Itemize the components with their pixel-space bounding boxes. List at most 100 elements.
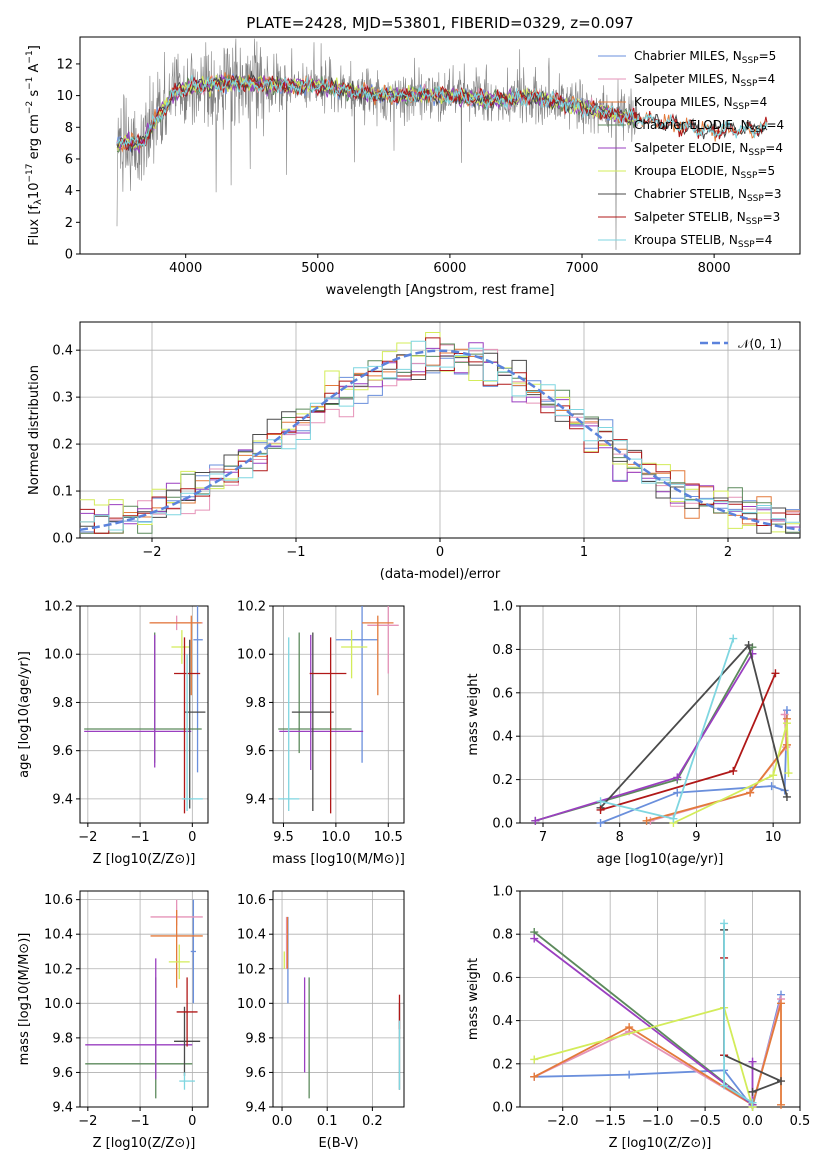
massweight-marker [777, 1077, 786, 1086]
panel2-ytick-label: 10.2 [44, 600, 73, 615]
panel7-ytick-label: 0.0 [492, 1101, 513, 1116]
panel0-xtick-label: 4000 [169, 261, 202, 276]
panel5-ylabel: mass [log10(M/M⊙)] [17, 933, 32, 1066]
panel5-xlabel: Z [log10(Z/Z⊙)] [93, 1136, 196, 1151]
panel6-xtick-label: 0.0 [272, 1114, 293, 1129]
panel2-ytick-label: 10.0 [44, 648, 73, 663]
panel5-frame [79, 890, 209, 1108]
massweight-marker [769, 771, 778, 780]
panel7-frame [519, 890, 801, 1108]
panel6-xlabel: E(B-V) [318, 1136, 358, 1151]
panel3-ytick-label: 10.0 [237, 648, 266, 663]
figure-title: PLATE=2428, MJD=53801, FIBERID=0329, z=0… [246, 14, 633, 32]
panel3-xtick-label: 10.0 [321, 830, 350, 845]
panel1-xtick-label: −1 [286, 545, 305, 560]
panel0-ytick-label: 4 [65, 184, 73, 199]
panel3-ytick-label: 9.8 [245, 696, 266, 711]
panel7-ytick-label: 0.6 [492, 971, 513, 986]
massweight-marker [625, 1023, 634, 1032]
panel0-ytick-label: 0 [65, 248, 73, 263]
panel5-xtick-label: −1 [130, 1114, 149, 1129]
panel5-ytick-label: 10.0 [44, 997, 73, 1012]
panel7-xtick-label: 0.0 [742, 1114, 763, 1129]
panel3-ytick-label: 9.6 [245, 744, 266, 759]
panel5-ytick-label: 9.6 [52, 1066, 73, 1081]
massweight-marker [720, 1081, 729, 1090]
massweight-line [535, 646, 754, 822]
panel2-ytick-label: 9.8 [52, 696, 73, 711]
massweight-line [600, 710, 788, 824]
panel1-xtick-label: 2 [724, 545, 732, 560]
panel0-ytick-label: 2 [65, 216, 73, 231]
massweight-marker [530, 1072, 539, 1081]
panel0-frame [79, 36, 801, 255]
spectrum-model-line [116, 74, 768, 151]
massweight-marker [530, 1055, 539, 1064]
panel3-xtick-label: 10.5 [374, 830, 403, 845]
panel2-ylabel: age [log10(age/yr)] [17, 651, 32, 778]
panel6-frame [272, 890, 405, 1108]
histogram-ylabel: Normed distribution [27, 365, 42, 495]
massweight-marker [777, 1100, 786, 1109]
panel4-ytick-label: 0.4 [492, 730, 513, 745]
panel0-ytick-label: 6 [65, 152, 73, 167]
panel7-ytick-label: 0.8 [492, 928, 513, 943]
massweight-marker [596, 805, 605, 814]
panel7-xlabel: Z [log10(Z/Z⊙)] [609, 1136, 712, 1151]
panel7-xtick-label: 0.5 [790, 1114, 811, 1129]
spectrum-legend-label: Kroupa STELIB, NSSP=4 [634, 233, 772, 250]
panel4-xtick-label: 9 [692, 830, 700, 845]
panel3-ytick-label: 10.2 [237, 600, 266, 615]
panel1-ytick-label: 0.0 [52, 532, 73, 547]
panel6-ytick-label: 10.4 [237, 928, 266, 943]
panel6-ytick-label: 10.6 [237, 893, 266, 908]
panel7-xtick-label: −1.0 [642, 1114, 674, 1129]
panel4-ytick-label: 0.6 [492, 686, 513, 701]
massweight-marker [780, 710, 789, 719]
spectrum-legend-label: Kroupa MILES, NSSP=4 [634, 95, 767, 112]
panel0-xtick-label: 7000 [565, 261, 598, 276]
panel4-ytick-label: 1.0 [492, 600, 513, 615]
panel3-xtick-label: 9.5 [273, 830, 294, 845]
spectrum-xlabel: wavelength [Angstrom, rest frame] [326, 283, 555, 298]
panel5-xtick-label: 0 [188, 1114, 196, 1129]
histogram-xlabel: (data-model)/error [380, 567, 501, 582]
spectrum-data-line [116, 38, 638, 250]
spectrum-legend-label: Salpeter MILES, NSSP=4 [634, 72, 775, 89]
panel7-xtick-label: −2.0 [547, 1114, 579, 1129]
panel0-xtick-label: 6000 [433, 261, 466, 276]
massweight-marker [673, 788, 682, 797]
panel3-frame [272, 605, 405, 824]
panel6-ytick-label: 9.4 [245, 1101, 266, 1116]
massweight-marker [642, 816, 651, 825]
panel0-xtick-label: 8000 [698, 261, 731, 276]
massweight-marker [729, 634, 738, 643]
panel4-xtick-label: 10 [765, 830, 782, 845]
panel7-xtick-label: −0.5 [689, 1114, 721, 1129]
panel7-ytick-label: 0.4 [492, 1014, 513, 1029]
panel4-xlabel: age [log10(age/yr)] [597, 852, 724, 867]
massweight-marker [784, 769, 793, 778]
massweight-marker [720, 919, 729, 928]
spectrum-ylabel: Flux [fλ10−17 erg cm−2 s−1 A−1] [25, 45, 44, 246]
massweight-line [673, 722, 790, 824]
panel6-ytick-label: 9.8 [245, 1031, 266, 1046]
massweight-marker [530, 934, 539, 943]
histogram-legend-label: 𝒩(0, 1) [738, 337, 782, 351]
massweight-line [533, 937, 754, 1107]
panel2-xtick-label: 0 [188, 830, 196, 845]
normal-curve [79, 349, 801, 532]
spectrum-legend-label: Kroupa ELODIE, NSSP=5 [634, 164, 775, 181]
panel0-xtick-label: 5000 [301, 261, 334, 276]
panel4-ytick-label: 0.0 [492, 817, 513, 832]
massweight-marker [782, 719, 791, 728]
panel7-ytick-label: 0.2 [492, 1057, 513, 1072]
spectrum-legend-label: Chabrier MILES, NSSP=5 [634, 49, 776, 66]
panel3-ytick-label: 9.4 [245, 792, 266, 807]
massweight-marker [673, 773, 682, 782]
massweight-marker [669, 814, 678, 823]
panel6-xtick-label: 0.2 [362, 1114, 383, 1129]
massweight-marker [748, 649, 757, 658]
panel5-xtick-label: −2 [78, 1114, 97, 1129]
